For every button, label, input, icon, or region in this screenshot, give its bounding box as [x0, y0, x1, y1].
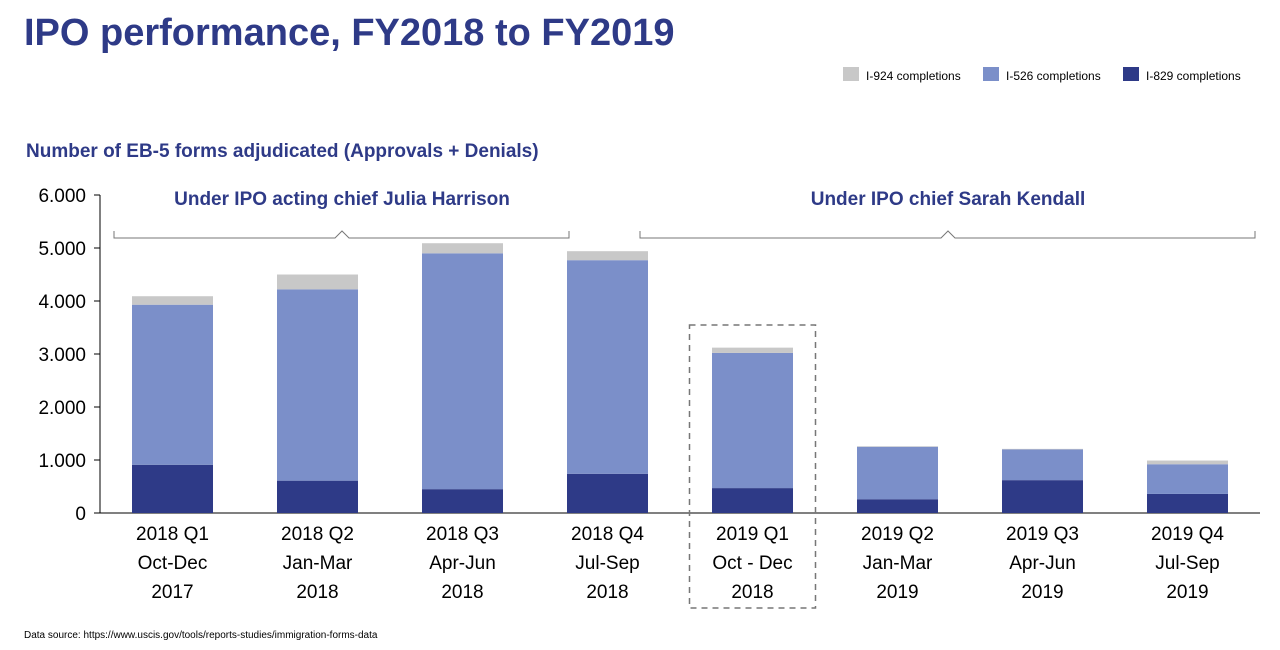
x-tick-label: 2019 Q3: [1006, 524, 1079, 545]
bar-stack: [712, 347, 793, 513]
x-tick-label: 2018 Q2: [281, 524, 354, 545]
bar-stack: [277, 274, 358, 513]
x-tick-label: Jul-Sep: [1155, 553, 1219, 574]
x-tick-label: Apr-Jun: [1009, 553, 1076, 574]
legend-swatch: [843, 67, 859, 81]
bar-segment-i-924: [1002, 448, 1083, 450]
bar-segment-i-924: [422, 243, 503, 254]
chart-legend: I-924 completions I-526 completions I-829 …: [843, 67, 1241, 83]
bar-segment-i-526: [712, 352, 793, 489]
y-tick-label: 4.000: [38, 292, 86, 313]
x-tick-label: 2018 Q1: [136, 524, 209, 545]
bar-stack: [1147, 460, 1228, 513]
bar-stacks: [132, 243, 1228, 609]
x-tick-label: 2018: [296, 582, 338, 603]
y-tick-label: 3.000: [38, 345, 86, 366]
bar-segment-i-526: [422, 253, 503, 490]
x-tick-label: 2019: [1021, 582, 1063, 603]
legend-label: I-526 completions: [1006, 69, 1101, 83]
bar-segment-i-526: [567, 260, 648, 474]
legend-swatch: [1123, 67, 1139, 81]
x-tick-label: Jan-Mar: [283, 553, 353, 574]
x-tick-label: 2017: [151, 582, 193, 603]
x-tick-label: 2019 Q4: [1151, 524, 1224, 545]
bar-segment-i-526: [1002, 449, 1083, 481]
bar-segment-i-526: [132, 304, 213, 465]
x-tick-label: 2019 Q2: [861, 524, 934, 545]
x-tick-label: Jan-Mar: [863, 553, 933, 574]
x-tick-label: Apr-Jun: [429, 553, 496, 574]
bar-segment-i-526: [1147, 464, 1228, 494]
x-tick-label: 2018 Q3: [426, 524, 499, 545]
bar-segment-i-924: [1147, 460, 1228, 465]
x-tick-label: 2018 Q4: [571, 524, 644, 545]
bar-stack: [132, 296, 213, 513]
x-tick-label: Oct - Dec: [712, 553, 792, 574]
x-tick-label: Oct-Dec: [138, 553, 208, 574]
period-label: Under IPO chief Sarah Kendall: [811, 189, 1086, 210]
x-tick-label: 2018: [731, 582, 773, 603]
bar-segment-i-526: [277, 289, 358, 481]
y-tick-label: 2.000: [38, 398, 86, 419]
bar-segment-i-829: [1002, 480, 1083, 513]
y-tick-label: 5.000: [38, 239, 86, 260]
chart-subtitle: Number of EB-5 forms adjudicated (Approv…: [26, 141, 539, 162]
period-bracket: [639, 230, 1256, 239]
page-title: IPO performance, FY2018 to FY2019: [24, 12, 675, 54]
bar-segment-i-924: [277, 274, 358, 290]
bar-stack: [422, 243, 503, 513]
bar-segment-i-829: [277, 480, 358, 513]
y-tick-label: 1.000: [38, 451, 86, 472]
x-tick-label: 2019: [876, 582, 918, 603]
highlight-box: [688, 324, 817, 609]
bar-segment-i-829: [132, 464, 213, 513]
data-source-note: Data source: https://www.uscis.gov/tools…: [24, 630, 378, 641]
bar-stack: [567, 251, 648, 513]
period-bracket: [113, 230, 570, 239]
bar-segment-i-829: [712, 488, 793, 513]
bar-stack: [857, 446, 938, 513]
x-tick-label: 2019: [1166, 582, 1208, 603]
legend-label: I-924 completions: [866, 69, 961, 83]
bar-segment-i-924: [712, 347, 793, 353]
bar-segment-i-829: [857, 499, 938, 513]
bar-segment-i-829: [422, 489, 503, 513]
bar-stack: [1002, 448, 1083, 513]
bar-segment-i-829: [567, 473, 648, 513]
period-brackets: Under IPO acting chief Julia Harrison Und…: [113, 189, 1256, 239]
period-label: Under IPO acting chief Julia Harrison: [174, 189, 510, 210]
bar-segment-i-829: [1147, 493, 1228, 513]
bar-segment-i-924: [857, 446, 938, 447]
bar-segment-i-924: [567, 251, 648, 261]
bar-segment-i-526: [857, 446, 938, 500]
x-tick-label: 2019 Q1: [716, 524, 789, 545]
x-tick-label: 2018: [441, 582, 483, 603]
bar-segment-i-924: [132, 296, 213, 305]
y-tick-label: 6.000: [38, 186, 86, 207]
legend-label: I-829 completions: [1146, 69, 1241, 83]
x-axis-labels: 2018 Q1 Oct-Dec 2017 2018 Q2 Jan-Mar 2018 2018…: [136, 524, 1224, 603]
legend-swatch: [983, 67, 999, 81]
x-tick-label: 2018: [586, 582, 628, 603]
x-tick-label: Jul-Sep: [575, 553, 639, 574]
y-tick-label: 0: [75, 504, 86, 525]
